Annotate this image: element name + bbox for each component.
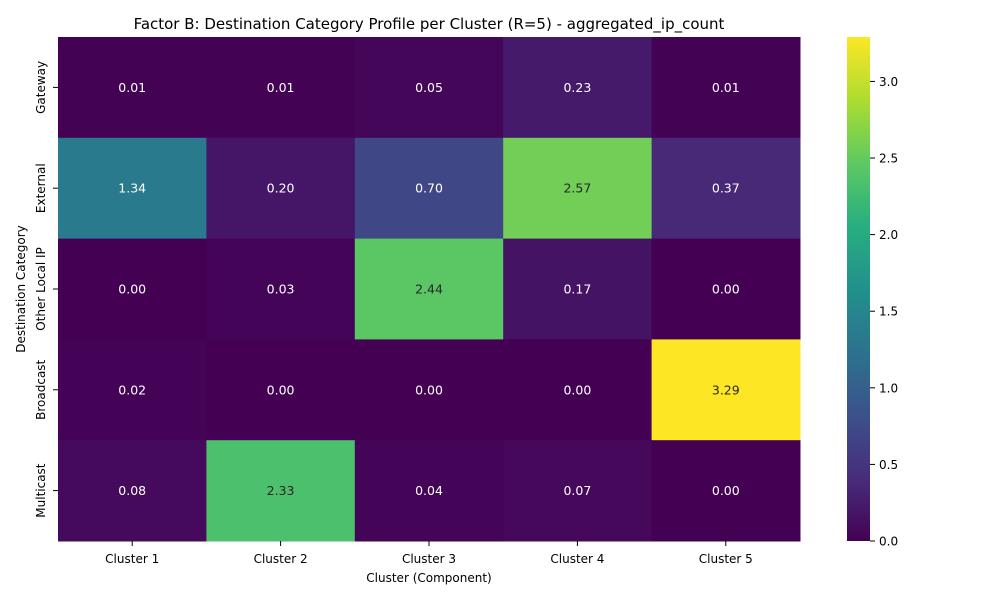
- y-tick-label: Broadcast: [34, 359, 48, 419]
- heatmap-cell: [206, 440, 356, 542]
- heatmap-cell: [206, 238, 356, 340]
- cell-value-label: 1.34: [118, 181, 146, 196]
- cell-value-label: 0.01: [118, 80, 146, 95]
- cell-value-label: 0.00: [563, 382, 591, 397]
- cell-value-label: 0.37: [712, 181, 740, 196]
- heatmap-cell: [503, 37, 653, 139]
- x-axis-label: Cluster (Component): [366, 571, 491, 585]
- heatmap-cell: [651, 440, 801, 542]
- cell-value-label: 0.20: [267, 181, 295, 196]
- x-tick-label: Cluster 5: [699, 552, 753, 566]
- colorbar-tick-label: 1.5: [879, 305, 898, 319]
- y-tick-label: Multicast: [34, 463, 48, 518]
- heatmap-cell: [206, 339, 356, 441]
- heatmap-cell: [651, 238, 801, 340]
- colorbar-tick-label: 3.0: [879, 75, 898, 89]
- cell-value-label: 0.03: [267, 282, 295, 297]
- cell-value-label: 3.29: [712, 382, 740, 397]
- heatmap-cell: [58, 137, 207, 240]
- cell-value-label: 0.00: [267, 382, 295, 397]
- colorbar-gradient: [847, 37, 870, 541]
- y-tick-label: Other Local IP: [34, 247, 48, 331]
- heatmap-cell: [651, 137, 801, 240]
- chart-title: Factor B: Destination Category Profile p…: [134, 15, 725, 34]
- heatmap-cell: [58, 238, 207, 340]
- cell-value-label: 0.01: [267, 80, 295, 95]
- cell-value-label: 2.44: [415, 282, 443, 297]
- heatmap-cell: [58, 339, 207, 441]
- heatmap-cell: [503, 238, 653, 340]
- heatmap-cell: [651, 339, 801, 441]
- x-tick-label: Cluster 3: [402, 552, 456, 566]
- y-axis-label: Destination Category: [14, 225, 28, 353]
- heatmap-cell: [206, 137, 356, 240]
- cell-value-label: 0.70: [415, 181, 443, 196]
- heatmap-cell: [354, 137, 504, 240]
- cell-value-label: 2.33: [267, 483, 295, 498]
- cell-value-label: 0.07: [563, 483, 591, 498]
- x-tick-label: Cluster 1: [105, 552, 159, 566]
- x-axis: Cluster 1 Cluster 2 Cluster 3 Cluster 4 Clus…: [105, 541, 753, 566]
- y-tick-label: External: [34, 163, 48, 213]
- cell-value-label: 0.04: [415, 483, 443, 498]
- heatmap-cell: [206, 37, 356, 139]
- cell-value-label: 0.00: [712, 483, 740, 498]
- x-tick-label: Cluster 4: [550, 552, 604, 566]
- heatmap-cell: [58, 37, 207, 139]
- cell-value-label: 0.00: [415, 382, 443, 397]
- heatmap-cell: [503, 440, 653, 542]
- cell-value-label: 0.17: [563, 282, 591, 297]
- colorbar-tick-label: 2.5: [879, 152, 898, 166]
- colorbar-tick-label: 0.0: [879, 535, 898, 549]
- cell-value-label: 0.05: [415, 80, 443, 95]
- y-tick-label: Gateway: [34, 61, 48, 114]
- heatmap-cell: [651, 37, 801, 139]
- cell-value-label: 0.08: [118, 483, 146, 498]
- x-tick-label: Cluster 2: [254, 552, 308, 566]
- cell-value-label: 0.00: [118, 282, 146, 297]
- colorbar-tick-label: 1.0: [879, 381, 898, 395]
- heatmap-cell: [354, 339, 504, 441]
- colorbar-tick-label: 2.0: [879, 228, 898, 242]
- cell-value-label: 0.00: [712, 282, 740, 297]
- heatmap-cell: [354, 238, 504, 340]
- cell-value-label: 0.01: [712, 80, 740, 95]
- heatmap-cell: [58, 440, 207, 542]
- heatmap-cells: 0.01 0.01 0.05 0.23 0.01 1.34 0.20 0.70 2.57 0.37…: [58, 37, 801, 542]
- cell-value-label: 2.57: [563, 181, 591, 196]
- cell-value-label: 0.02: [118, 382, 146, 397]
- colorbar-tick-label: 0.5: [879, 458, 898, 472]
- colorbar: 0.0 0.5 1.0 1.5 2.0 2.5 3.0: [847, 37, 898, 549]
- heatmap-cell: [354, 37, 504, 139]
- cell-value-label: 0.23: [563, 80, 591, 95]
- heatmap-cell: [503, 137, 653, 240]
- y-axis: Gateway External Other Local IP Broadcast Mu…: [34, 61, 58, 518]
- heatmap-cell: [354, 440, 504, 542]
- heatmap-cell: [503, 339, 653, 441]
